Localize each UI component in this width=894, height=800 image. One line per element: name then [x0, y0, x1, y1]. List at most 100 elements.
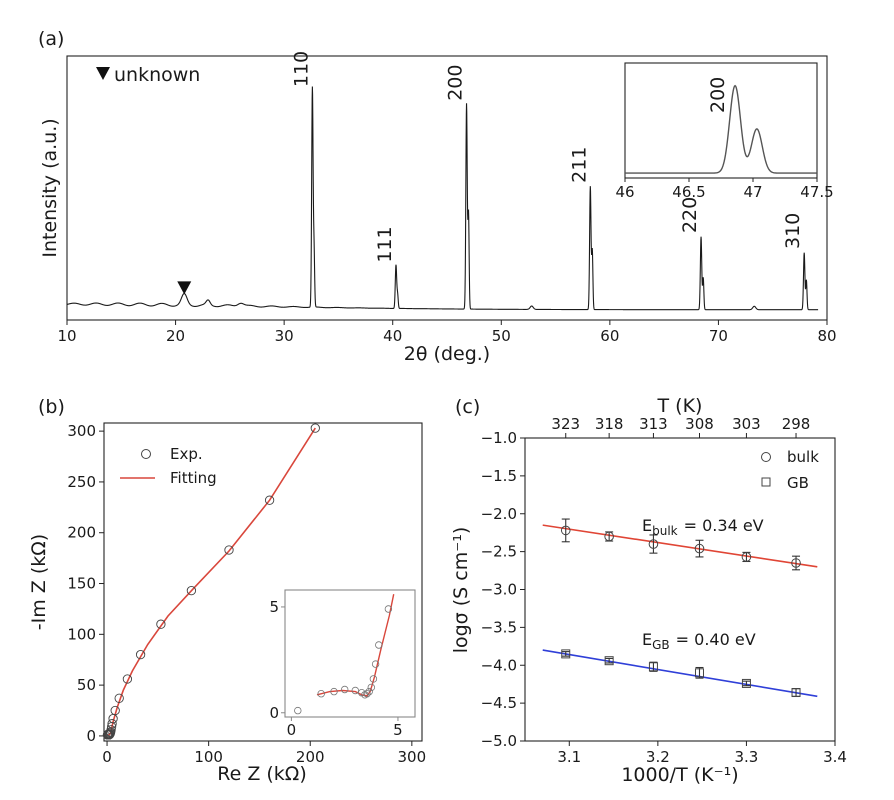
bulk-point: [604, 531, 614, 542]
inset-y-tick-label: 5: [269, 598, 279, 616]
panel-c-series: [542, 518, 818, 698]
panel-a-peak-labels: 110 111 200 211 220 310: [290, 51, 804, 263]
gb-energy-value: = 0.40 eV: [676, 630, 756, 649]
bulk-point: [791, 558, 801, 568]
inset-y-tick-label: 0: [269, 704, 279, 722]
panel-b-x-ticks: 0 100 200 300: [102, 741, 426, 766]
GB-point: [561, 649, 571, 659]
series-GB: [542, 649, 818, 698]
panel-a-x-ticks: 10 20 30 40 50 60 70 80: [57, 320, 837, 345]
gb-energy-subscript: GB: [652, 638, 670, 652]
exp-point: [264, 495, 275, 505]
y-tick-label: −3.0: [481, 581, 517, 599]
y-tick-label: 250: [67, 473, 96, 491]
exp-point: [110, 705, 120, 716]
GB-point: [694, 668, 704, 678]
panel-b-axes: [103, 422, 423, 742]
x-tick-label: 0: [102, 748, 112, 766]
inset-exp-point: [351, 686, 359, 695]
panel-b-inset: 0 5 0 5: [269, 589, 416, 739]
panel-c-x-label: 1000/T (K⁻¹): [621, 764, 738, 786]
GB-fit-line: [542, 649, 818, 698]
legend-unknown-label: unknown: [114, 64, 200, 86]
y-tick-label: 0: [86, 727, 96, 745]
bulk-point: [560, 525, 571, 536]
y-tick-label: −5.0: [481, 732, 517, 750]
panel-b-label: (b): [38, 396, 65, 418]
legend-exp-circle-icon: [141, 449, 151, 459]
top-tick-label: 303: [732, 415, 761, 433]
inset-exp-point: [330, 687, 338, 696]
inset-x-ticks: 46 46.5 47 47.5: [615, 178, 834, 201]
inset-exp-point: [363, 690, 371, 698]
panel-c: (c) 3.1 3.2 3.3 3.4 −5.0 −4.5 −4.0 −3.5 −3.0 −2.…: [450, 395, 847, 786]
panel-c-top-x-label: T (K): [657, 395, 703, 417]
bulk-activation-energy: Ebulk = 0.34 eV: [642, 516, 764, 538]
legend-unknown-triangle-icon: [96, 67, 110, 80]
inset-ticks: 0 5 0 5: [269, 598, 402, 739]
GB-point: [648, 662, 658, 672]
peak-label-220: 220: [679, 197, 701, 233]
top-tick-label: 298: [782, 415, 811, 433]
inset-exp-points: [294, 605, 393, 715]
bulk-point: [741, 552, 752, 562]
y-tick-label: 150: [67, 575, 96, 593]
legend-bulk-label: bulk: [787, 448, 819, 466]
inset-x-tick-label: 0: [287, 721, 297, 739]
y-tick-label: 200: [67, 524, 96, 542]
peak-label-310: 310: [782, 213, 804, 249]
x-tick-label: 3.1: [557, 748, 581, 766]
inset-fit-line: [316, 594, 395, 697]
panel-a-inset-axes: [624, 62, 818, 179]
y-tick-label: −3.5: [481, 618, 517, 636]
bulk-point: [648, 539, 659, 549]
legend-gb-square-icon: [761, 477, 771, 487]
series-bulk: [542, 518, 818, 571]
inset-exp-point: [341, 685, 349, 694]
top-tick-label: 323: [551, 415, 580, 433]
x-tick-label: 20: [166, 327, 185, 345]
exp-point: [156, 619, 166, 629]
inset-exp-point: [367, 683, 375, 692]
inset-exp-point: [294, 706, 302, 715]
gb-activation-energy: EGB = 0.40 eV: [642, 630, 756, 652]
inset-x-tick-label: 47.5: [800, 183, 833, 201]
y-tick-label: 100: [67, 625, 96, 643]
nyquist-exp-points: [102, 423, 320, 740]
x-tick-label: 3.2: [646, 748, 670, 766]
x-tick-label: 10: [57, 327, 76, 345]
exp-point: [114, 693, 124, 703]
x-tick-label: 30: [275, 327, 294, 345]
y-tick-label: −1.0: [481, 429, 517, 447]
panel-c-y-label: logσ (S cm⁻¹): [450, 527, 472, 654]
x-tick-label: 3.4: [823, 748, 847, 766]
peak-label-110: 110: [290, 51, 312, 87]
inset-exp-point: [365, 687, 373, 696]
inset-x-tick-label: 46.5: [672, 183, 705, 201]
y-tick-label: 300: [67, 422, 96, 440]
inset-x-tick-label: 5: [393, 721, 403, 739]
panel-a-label: (a): [38, 28, 64, 50]
exp-point: [310, 423, 320, 433]
x-tick-label: 200: [296, 748, 325, 766]
panel-a-inset: 46 46.5 47 47.5 200: [615, 62, 834, 201]
peak-label-211: 211: [568, 147, 590, 183]
inset-exp-point: [369, 675, 378, 683]
exp-point: [224, 545, 234, 555]
x-tick-label: 70: [709, 327, 728, 345]
exp-point: [106, 725, 116, 735]
panel-a-x-label: 2θ (deg.): [404, 343, 490, 365]
inset-peak-line: [625, 84, 817, 174]
GB-point: [791, 688, 801, 698]
bulk-point: [694, 543, 705, 554]
x-tick-label: 60: [600, 327, 619, 345]
x-tick-label: 300: [398, 748, 427, 766]
exp-point: [122, 674, 133, 684]
panel-a-axes: [66, 55, 828, 321]
exp-point: [135, 649, 146, 660]
exp-point: [186, 585, 197, 596]
exp-point: [107, 719, 117, 729]
x-tick-label: 100: [194, 748, 223, 766]
